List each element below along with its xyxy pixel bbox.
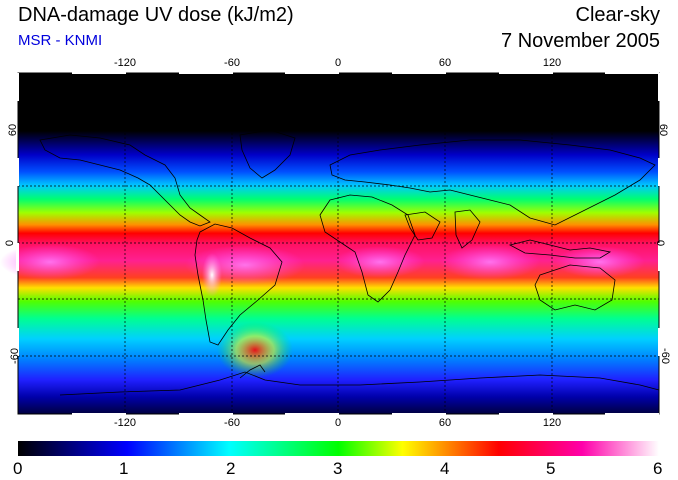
colorbar-label: 0 (13, 459, 23, 478)
coast-south-america (194, 223, 283, 346)
lon-tick-top: 0 (334, 57, 342, 69)
uv-field-background (18, 73, 659, 414)
map-title: DNA-damage UV dose (kJ/m2) (18, 4, 294, 26)
lon-tick-bottom: 0 (334, 417, 342, 429)
lon-tick-top: -60 (224, 57, 240, 69)
ozone-hole-region (217, 322, 293, 378)
hotspot-pacific-east (0, 244, 100, 280)
coast-india (454, 209, 481, 249)
coast-greenland (239, 129, 296, 179)
hotspot-andes (202, 253, 222, 297)
lon-tick-bottom: 120 (542, 417, 562, 429)
lat-tick-right: -60 (658, 348, 671, 364)
lon-tick-bottom: -60 (224, 417, 240, 429)
sky-condition-label: Clear-sky (575, 4, 660, 26)
coast-europe-asia (329, 139, 656, 226)
colorbar-label: 1 (119, 459, 129, 478)
lat-tick-right: 0 (654, 239, 667, 247)
lon-tick-bottom: -120 (113, 417, 137, 429)
date-label: 7 November 2005 (501, 30, 660, 52)
colorbar-label: 6 (653, 459, 663, 478)
coast-north-america (39, 134, 211, 227)
grid-lines (18, 73, 659, 414)
hotspot-indian-ocean (440, 244, 540, 280)
map-field (0, 73, 659, 414)
frame-ticks (16, 71, 661, 416)
colorbar-label: 3 (333, 459, 343, 478)
coast-arabia (404, 211, 441, 241)
colorbar-label: 2 (226, 459, 236, 478)
lon-tick-top: -120 (113, 57, 137, 69)
lat-tick-right: 60 (657, 123, 670, 137)
lon-tick-top: 120 (542, 57, 562, 69)
hotspot-africa (335, 246, 425, 278)
lat-tick-left: 0 (4, 239, 17, 247)
lon-tick-top: 60 (438, 57, 452, 69)
colorbar (18, 441, 659, 456)
coast-africa (319, 194, 416, 303)
colorbar-label: 4 (440, 459, 450, 478)
coast-antarctica (59, 371, 660, 396)
coast-australia (534, 264, 616, 311)
colorbar-label: 5 (546, 459, 556, 478)
coast-antarctic-peninsula (239, 364, 266, 379)
lat-tick-left: -60 (8, 348, 21, 364)
source-label: MSR - KNMI (18, 32, 103, 49)
lon-tick-bottom: 60 (438, 417, 452, 429)
lat-tick-left: 60 (7, 123, 20, 137)
hotspot-west-pacific (555, 246, 645, 278)
